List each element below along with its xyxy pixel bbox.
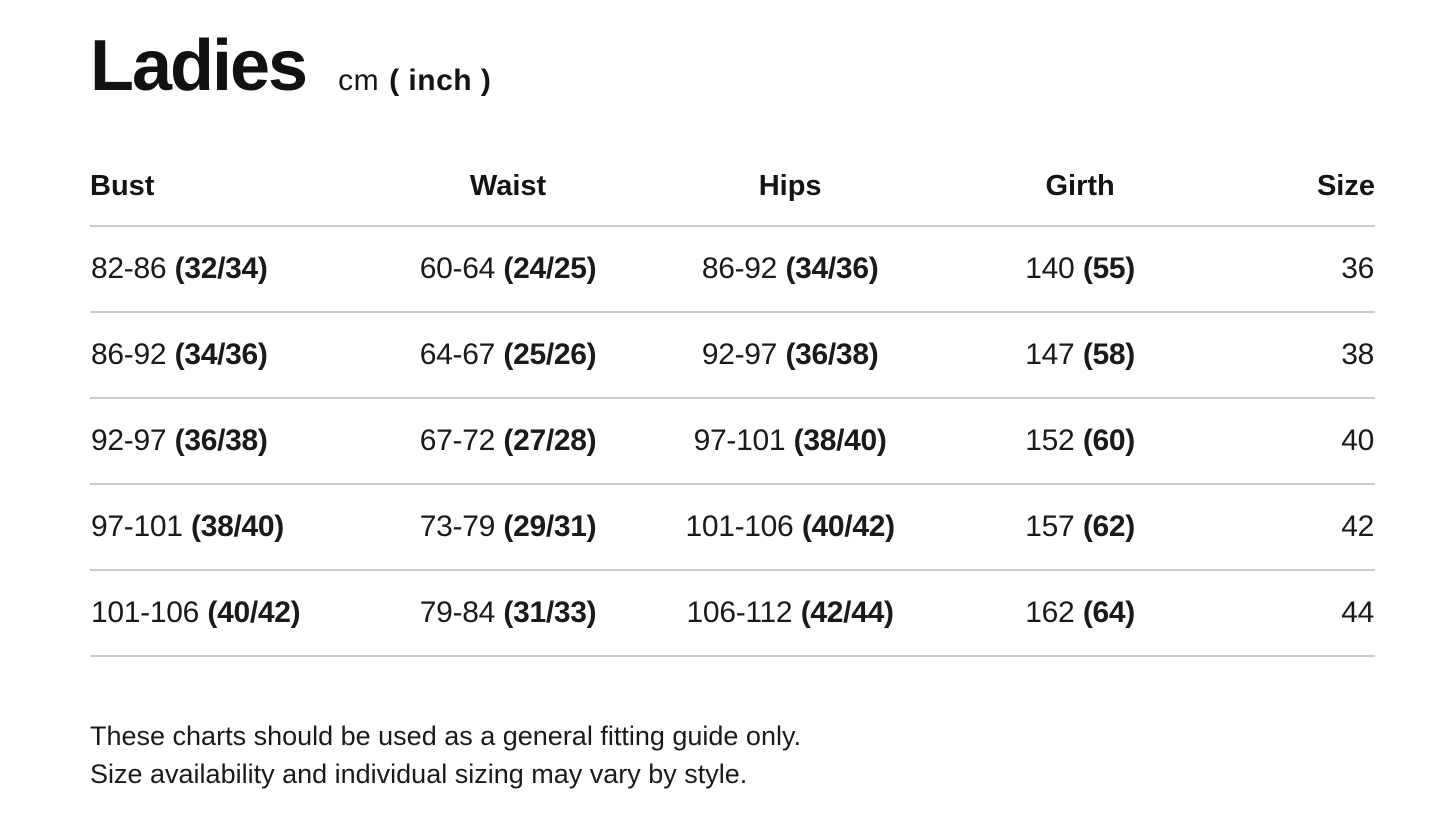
bust-inch-value: (38/40) (191, 510, 284, 543)
size-cell: 42 (1206, 484, 1375, 571)
bust-cm-value: 82-86 (91, 252, 167, 285)
hips-inch-value: (38/40) (793, 424, 887, 457)
size-value: 44 (1341, 596, 1374, 629)
disclaimer: These charts should be used as a general… (90, 717, 1375, 793)
girth-cm-value: 147 (1025, 338, 1075, 371)
table-row: 82-86 (32/34) 60-64 (24/25) 86-92 (34/36) 1… (90, 226, 1375, 313)
bust-cell: 86-92 (34/36) (90, 312, 391, 399)
page-header: Ladies cm( inch ) (90, 30, 1375, 102)
disclaimer-line-2: Size availability and individual sizing … (90, 759, 748, 789)
waist-inch-value: (25/26) (503, 338, 597, 371)
hips-cell: 101-106 (40/42) (626, 484, 955, 571)
hips-cell: 106-112 (42/44) (626, 570, 955, 657)
bust-inch-value: (32/34) (174, 252, 268, 285)
column-header-bust: Bust (90, 102, 391, 227)
girth-cell: 147 (58) (954, 312, 1207, 399)
table-row: 86-92 (34/36) 64-67 (25/26) 92-97 (36/38) 1… (90, 312, 1375, 399)
girth-inch-value: (64) (1082, 596, 1135, 629)
girth-cell: 157 (62) (954, 484, 1207, 571)
bust-cm-value: 92-97 (91, 424, 167, 457)
hips-cm-value: 101-106 (685, 510, 794, 543)
size-table-header: Bust Waist Hips Girth Size (90, 102, 1375, 227)
size-value: 36 (1341, 252, 1374, 285)
waist-cm-value: 67-72 (419, 424, 496, 457)
waist-inch-value: (31/33) (503, 596, 597, 629)
size-value: 42 (1341, 510, 1374, 543)
hips-cell: 86-92 (34/36) (626, 226, 955, 313)
unit-cm-label: cm (338, 64, 380, 97)
waist-cell: 67-72 (27/28) (390, 398, 627, 485)
bust-cm-value: 97-101 (91, 510, 183, 543)
table-row: 97-101 (38/40) 73-79 (29/31) 101-106 (40/42… (90, 484, 1375, 571)
hips-cm-value: 97-101 (693, 424, 786, 457)
girth-inch-value: (62) (1082, 510, 1135, 543)
size-cell: 40 (1206, 398, 1375, 485)
hips-inch-value: (42/44) (800, 596, 894, 629)
waist-cell: 64-67 (25/26) (390, 312, 627, 399)
hips-cm-value: 92-97 (701, 338, 778, 371)
hips-cell: 92-97 (36/38) (626, 312, 955, 399)
table-row: 92-97 (36/38) 67-72 (27/28) 97-101 (38/40) … (90, 398, 1375, 485)
girth-inch-value: (55) (1082, 252, 1135, 285)
girth-cell: 140 (55) (954, 226, 1207, 313)
waist-cm-value: 73-79 (419, 510, 496, 543)
bust-cm-value: 101-106 (91, 596, 199, 629)
bust-inch-value: (34/36) (174, 338, 268, 371)
girth-cm-value: 162 (1025, 596, 1075, 629)
size-value: 38 (1341, 338, 1374, 371)
girth-cell: 162 (64) (954, 570, 1207, 657)
unit-inch-label: ( inch ) (389, 64, 492, 97)
column-header-waist: Waist (390, 102, 627, 227)
girth-inch-value: (60) (1082, 424, 1135, 457)
waist-cell: 60-64 (24/25) (390, 226, 627, 313)
hips-cm-value: 86-92 (701, 252, 778, 285)
bust-inch-value: (36/38) (174, 424, 268, 457)
waist-cm-value: 60-64 (419, 252, 496, 285)
bust-cell: 101-106 (40/42) (90, 570, 391, 657)
waist-cell: 73-79 (29/31) (390, 484, 627, 571)
column-header-hips: Hips (626, 102, 955, 227)
hips-cm-value: 106-112 (686, 596, 793, 629)
header-row: Bust Waist Hips Girth Size (90, 102, 1375, 227)
hips-inch-value: (34/36) (785, 252, 879, 285)
waist-inch-value: (29/31) (503, 510, 597, 543)
table-row: 101-106 (40/42) 79-84 (31/33) 106-112 (42/4… (90, 570, 1375, 657)
bust-inch-value: (40/42) (207, 596, 301, 629)
waist-cm-value: 64-67 (419, 338, 496, 371)
size-cell: 38 (1206, 312, 1375, 399)
bust-cell: 97-101 (38/40) (90, 484, 391, 571)
hips-inch-value: (40/42) (801, 510, 895, 543)
girth-cell: 152 (60) (954, 398, 1207, 485)
girth-cm-value: 152 (1025, 424, 1075, 457)
size-value: 40 (1341, 424, 1374, 457)
girth-cm-value: 140 (1025, 252, 1075, 285)
size-cell: 44 (1206, 570, 1375, 657)
size-chart-page: Ladies cm( inch ) Bust Waist Hips Girth … (90, 30, 1375, 793)
girth-inch-value: (58) (1082, 338, 1135, 371)
page-title: Ladies (90, 26, 308, 106)
waist-inch-value: (24/25) (503, 252, 597, 285)
waist-cm-value: 79-84 (419, 596, 496, 629)
bust-cm-value: 86-92 (91, 338, 167, 371)
size-table: Bust Waist Hips Girth Size 82-86 (32/34) … (90, 102, 1375, 657)
waist-inch-value: (27/28) (503, 424, 597, 457)
waist-cell: 79-84 (31/33) (390, 570, 627, 657)
column-header-size: Size (1206, 102, 1375, 227)
disclaimer-line-1: These charts should be used as a general… (90, 721, 801, 751)
bust-cell: 92-97 (36/38) (90, 398, 391, 485)
unit-label: cm ( inch ) (338, 64, 491, 98)
bust-cell: 82-86 (32/34) (90, 226, 391, 313)
girth-cm-value: 157 (1025, 510, 1075, 543)
hips-cell: 97-101 (38/40) (626, 398, 955, 485)
size-table-body: 82-86 (32/34) 60-64 (24/25) 86-92 (34/36) 1… (90, 226, 1375, 657)
size-cell: 36 (1206, 226, 1375, 313)
column-header-girth: Girth (954, 102, 1207, 227)
hips-inch-value: (36/38) (785, 338, 879, 371)
